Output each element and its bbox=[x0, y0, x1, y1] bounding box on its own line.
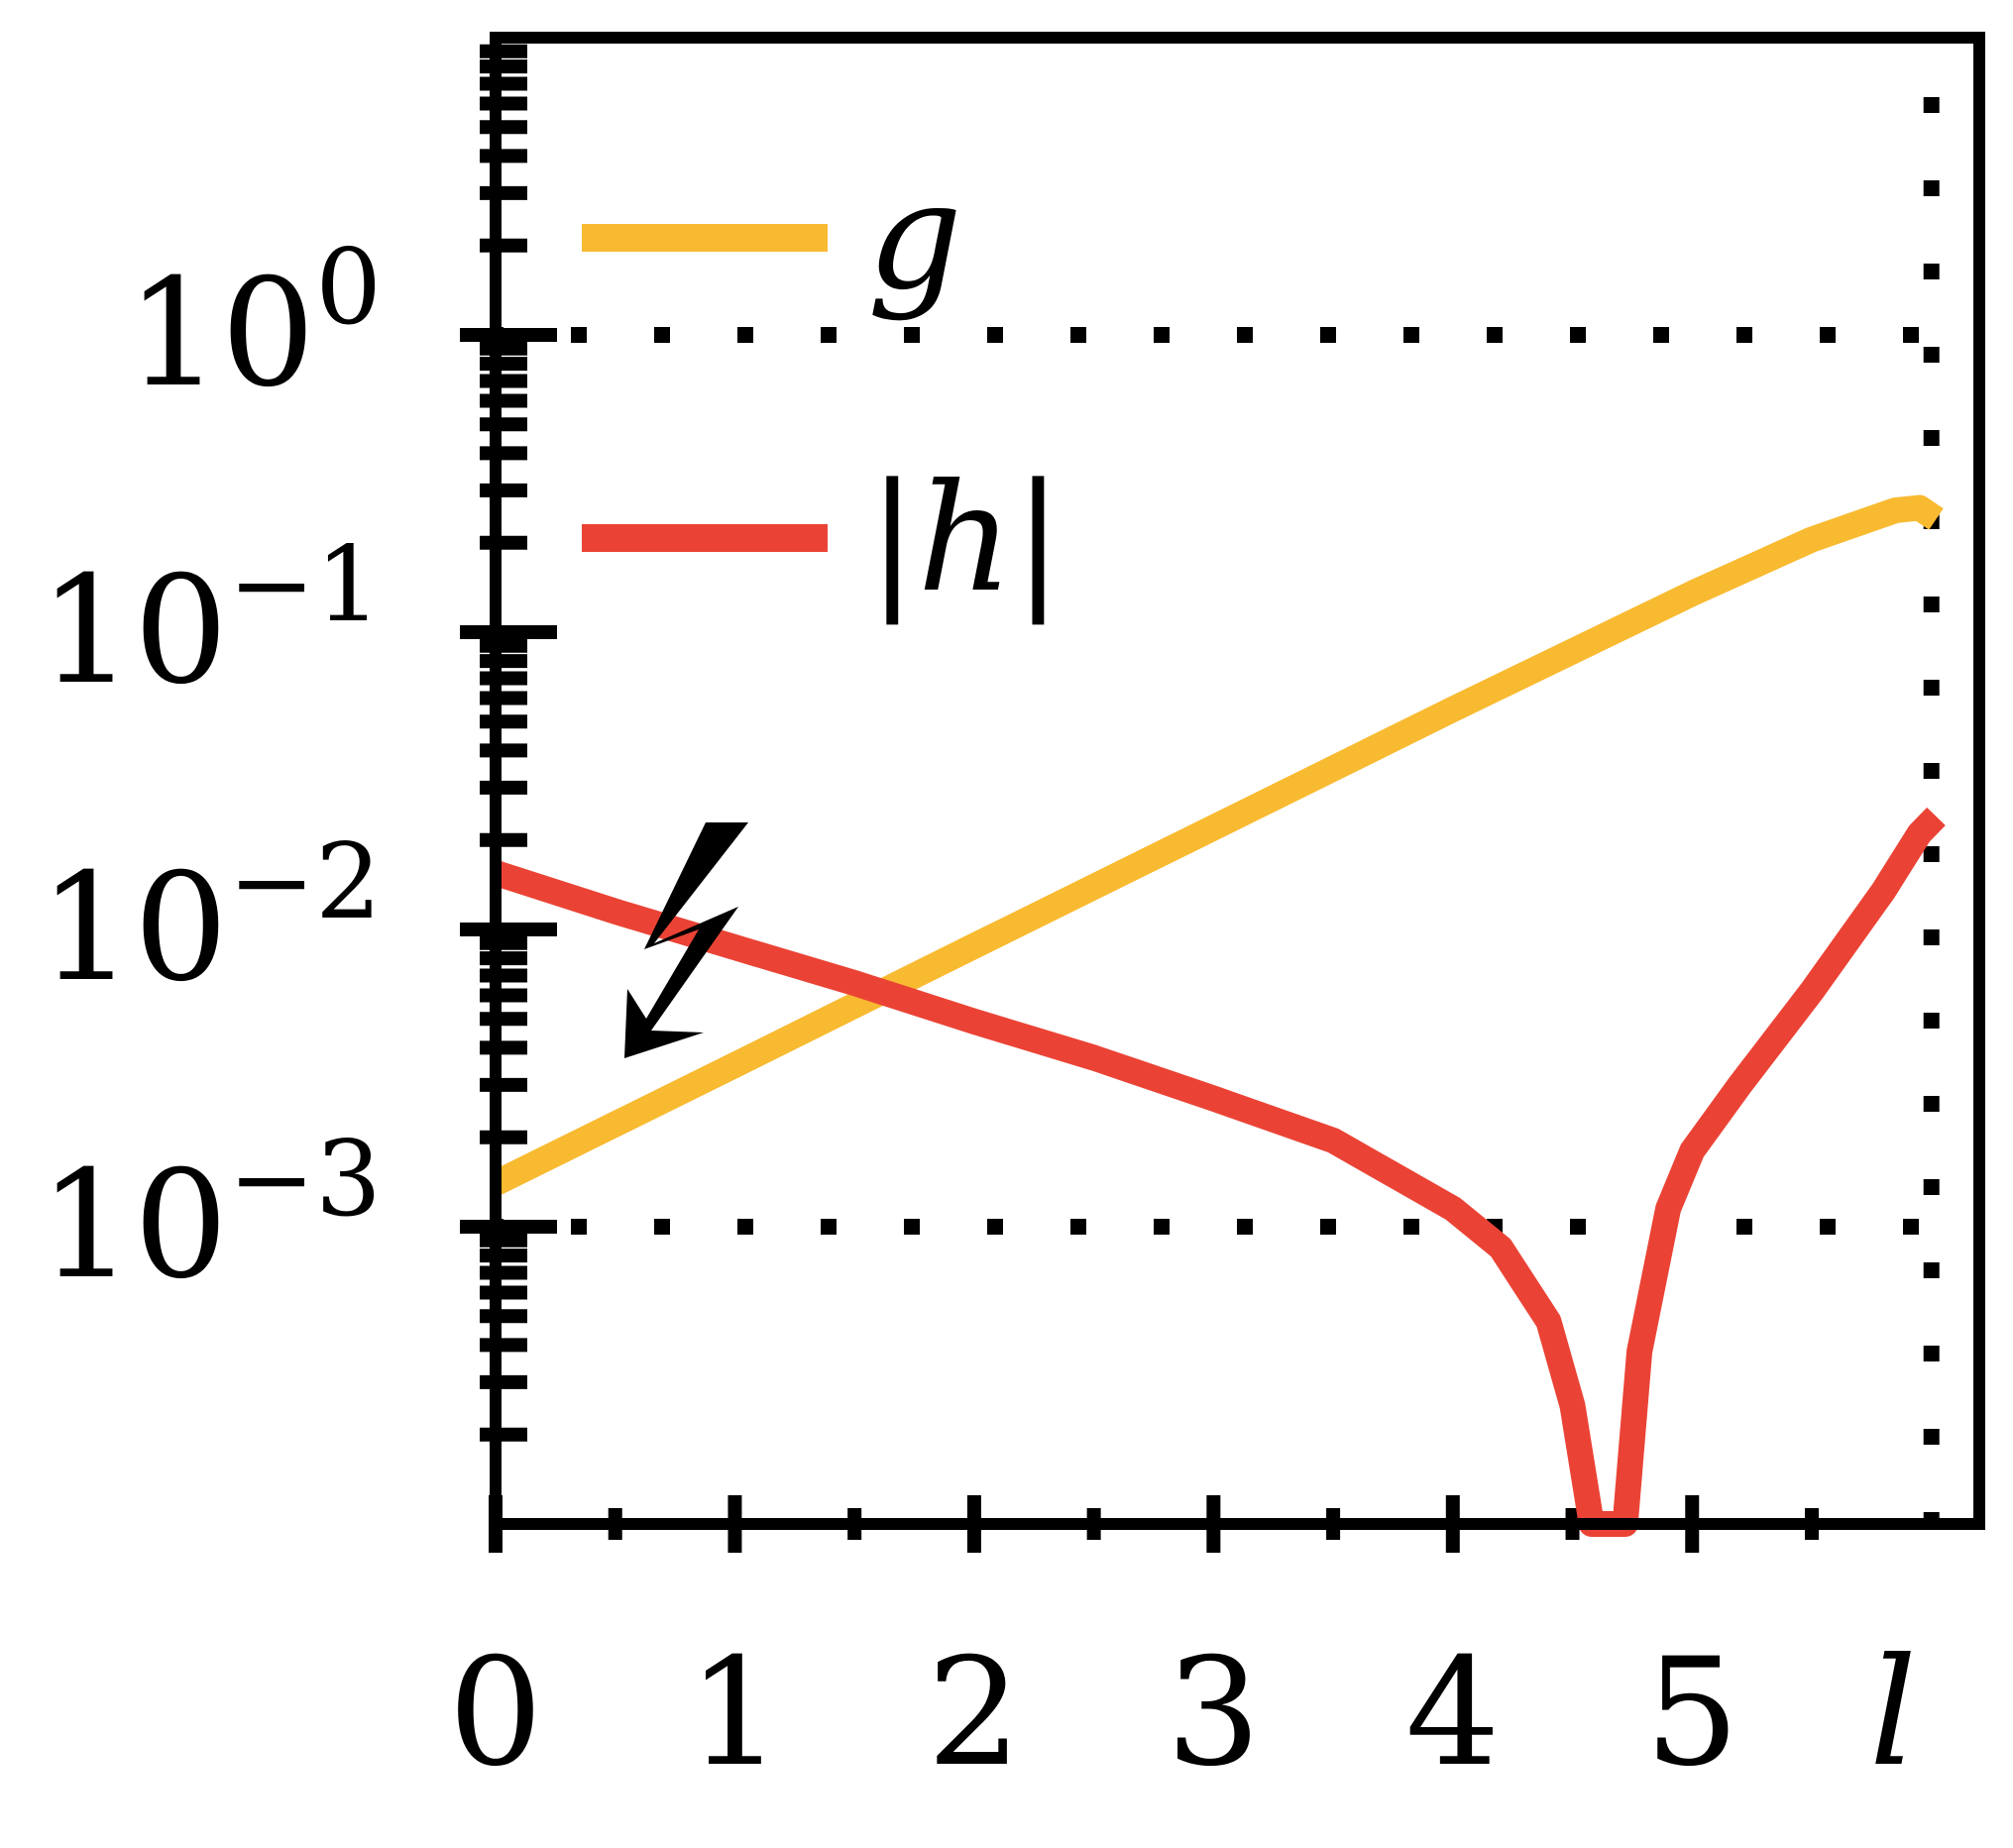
x-tick-label: 3 bbox=[1167, 1627, 1261, 1799]
y-tick-label: 100 bbox=[126, 227, 382, 420]
y-tick-label-base: 10 bbox=[39, 842, 228, 1015]
series-lines bbox=[490, 494, 1946, 1537]
plot-frame bbox=[490, 32, 1985, 1530]
legend-label-h: |h| bbox=[867, 453, 1063, 625]
y-tick-label: 10−2 bbox=[39, 821, 382, 1015]
y-tick-label-base: 10 bbox=[126, 248, 315, 420]
x-tick-label: 1 bbox=[688, 1627, 782, 1799]
x-tick-label: 0 bbox=[448, 1627, 542, 1799]
y-tick-label: 10−1 bbox=[39, 524, 382, 717]
y-tick-label-base: 10 bbox=[39, 1140, 228, 1312]
reference-lines bbox=[496, 38, 1979, 1524]
y-tick-label-exponent: −1 bbox=[228, 524, 382, 645]
axis-ticks bbox=[460, 44, 1819, 1553]
legend: g |h| bbox=[582, 151, 1063, 625]
series-line-1 bbox=[492, 807, 1946, 1537]
x-tick-label: 2 bbox=[927, 1627, 1021, 1799]
y-tick-label-exponent: −3 bbox=[228, 1119, 382, 1240]
series-line-0 bbox=[490, 494, 1944, 1195]
legend-label-g: g bbox=[867, 151, 962, 323]
y-tick-label: 10−3 bbox=[39, 1119, 382, 1312]
x-axis-label: l bbox=[1869, 1627, 1917, 1799]
y-tick-label-exponent: −2 bbox=[228, 821, 382, 942]
x-tick-label: 5 bbox=[1645, 1627, 1739, 1799]
y-tick-label-exponent: 0 bbox=[315, 227, 382, 348]
x-tick-label: 4 bbox=[1405, 1627, 1500, 1799]
lightning-arrow-icon bbox=[624, 822, 748, 1058]
y-tick-label-base: 10 bbox=[39, 545, 228, 717]
